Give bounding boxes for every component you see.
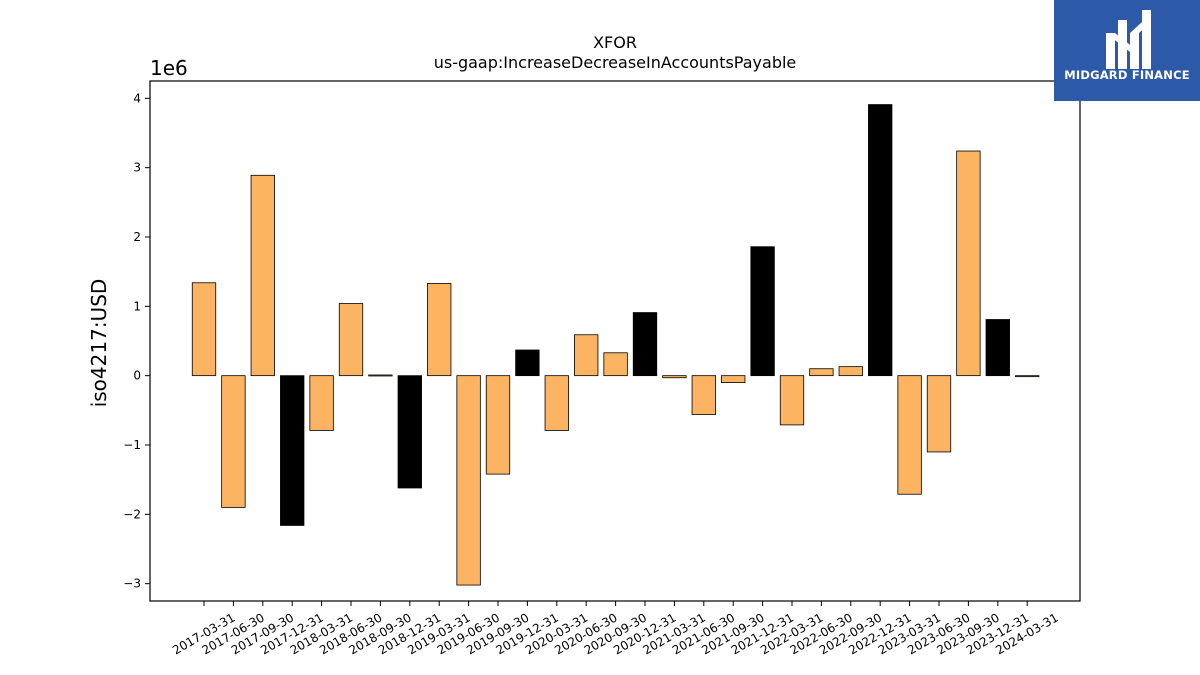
y-tick-label: 0 [133,369,141,383]
bar [221,375,246,508]
logo-mark-icon [1106,10,1151,69]
bar [691,375,716,415]
x-axis: 2017-03-312017-06-302017-09-302017-12-31… [170,601,1061,657]
midgard-finance-logo: MIDGARD FINANCE [1054,0,1200,101]
bar [515,349,540,377]
bar [574,334,599,377]
bar [280,375,305,526]
bar [544,375,569,431]
bar [250,174,275,377]
bar [956,150,981,377]
y-tick-label: 3 [133,161,141,175]
bar [485,375,511,475]
y-axis: −3 −2 −1 0 1 2 3 4 [123,91,150,591]
bar [838,366,863,377]
plot-frame [149,80,1081,602]
y-tick-label: −1 [123,438,141,452]
y-axis-multiplier: 1e6 [150,56,188,80]
bar [368,374,393,377]
y-tick-label: −3 [123,577,141,591]
chart-title: XFOR [593,33,637,52]
bar [809,368,834,377]
bar [868,104,893,377]
bar [779,375,805,426]
bar [632,312,658,377]
y-tick-label: 1 [133,299,141,313]
bar [309,375,334,431]
bar [456,375,481,586]
y-tick-label: −2 [123,507,141,521]
bar [662,375,687,379]
bar [1015,375,1040,378]
bars [191,104,1040,586]
bar [985,319,1010,377]
bar [191,282,217,377]
chart-subtitle: us-gaap:IncreaseDecreaseInAccountsPayabl… [434,53,797,72]
y-axis-label: iso4217:USD [87,279,111,408]
y-tick-label: 4 [133,91,141,105]
bar [338,303,364,377]
bar [897,375,922,495]
y-tick-label: 2 [133,230,141,244]
logo-text: MIDGARD FINANCE [1064,68,1190,82]
bar [397,375,422,489]
bar [603,352,628,377]
bar [427,283,452,377]
bar [721,375,746,384]
bar [926,375,952,453]
bar [750,246,775,377]
